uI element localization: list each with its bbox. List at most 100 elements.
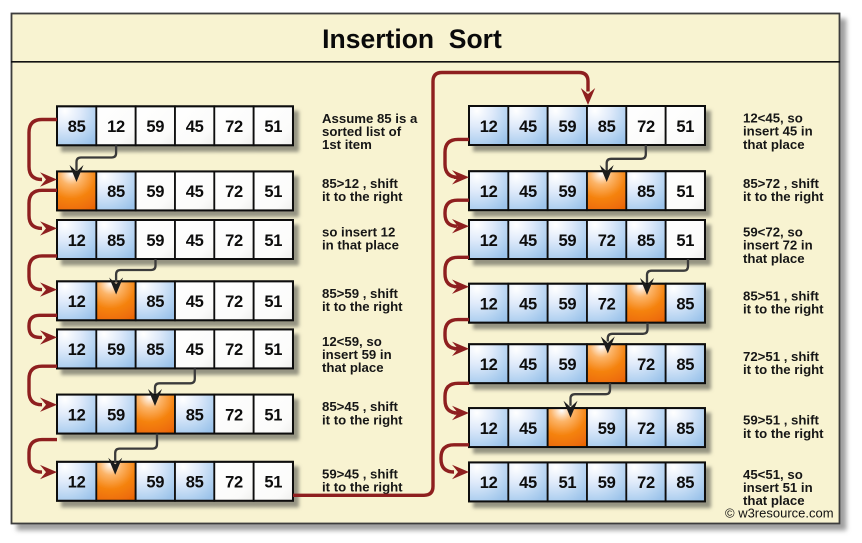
svg-text:51: 51 — [558, 474, 576, 492]
svg-text:insert 59 in: insert 59 in — [322, 347, 392, 362]
svg-text:it to the right: it to the right — [322, 189, 403, 204]
svg-text:85>59 , shift: 85>59 , shift — [322, 286, 398, 301]
svg-text:85: 85 — [68, 118, 86, 136]
svg-text:© w3resource.com: © w3resource.com — [725, 506, 834, 521]
svg-text:45: 45 — [519, 474, 537, 492]
svg-text:51: 51 — [264, 406, 282, 424]
svg-text:72: 72 — [637, 420, 655, 438]
svg-text:it to the right: it to the right — [322, 480, 403, 495]
svg-text:85: 85 — [676, 296, 694, 314]
svg-text:51: 51 — [676, 232, 694, 250]
svg-text:45: 45 — [186, 183, 204, 201]
svg-text:it to the right: it to the right — [743, 189, 824, 204]
svg-text:59: 59 — [598, 474, 616, 492]
svg-text:72: 72 — [225, 293, 243, 311]
svg-text:12: 12 — [480, 118, 498, 136]
svg-text:85>12 , shift: 85>12 , shift — [322, 176, 398, 191]
svg-text:59: 59 — [598, 420, 616, 438]
svg-text:59: 59 — [558, 232, 576, 250]
svg-text:45: 45 — [519, 420, 537, 438]
svg-text:12: 12 — [480, 420, 498, 438]
svg-text:12: 12 — [107, 118, 125, 136]
svg-text:72: 72 — [225, 341, 243, 359]
svg-text:12: 12 — [480, 296, 498, 314]
svg-text:12: 12 — [480, 232, 498, 250]
svg-text:59: 59 — [558, 118, 576, 136]
svg-text:45: 45 — [519, 118, 537, 136]
svg-text:45<51, so: 45<51, so — [743, 467, 803, 482]
svg-text:72: 72 — [225, 183, 243, 201]
svg-text:that place: that place — [743, 493, 805, 508]
svg-text:it to the right: it to the right — [322, 299, 403, 314]
svg-text:12<45, so: 12<45, so — [743, 111, 803, 126]
svg-text:12: 12 — [68, 474, 86, 492]
svg-text:that place: that place — [743, 137, 805, 152]
svg-text:59: 59 — [146, 474, 164, 492]
svg-text:45: 45 — [519, 356, 537, 374]
svg-text:it to the right: it to the right — [322, 412, 403, 427]
svg-text:it to the right: it to the right — [743, 362, 824, 377]
svg-text:it to the right: it to the right — [743, 301, 824, 316]
svg-text:Insertion Sort: Insertion Sort — [322, 24, 502, 54]
svg-text:51: 51 — [264, 232, 282, 250]
svg-text:insert 72 in: insert 72 in — [743, 238, 813, 253]
svg-text:85: 85 — [598, 118, 616, 136]
svg-text:59: 59 — [146, 232, 164, 250]
svg-text:59<72, so: 59<72, so — [743, 225, 803, 240]
svg-text:85: 85 — [637, 232, 655, 250]
svg-text:45: 45 — [519, 296, 537, 314]
svg-text:85: 85 — [146, 293, 164, 311]
svg-text:85: 85 — [107, 183, 125, 201]
svg-text:in that place: in that place — [322, 238, 399, 253]
svg-text:85>51 , shift: 85>51 , shift — [743, 288, 819, 303]
svg-text:85: 85 — [637, 183, 655, 201]
svg-text:sorted list of: sorted list of — [322, 124, 402, 139]
svg-text:85>72 , shift: 85>72 , shift — [743, 176, 819, 191]
svg-text:72: 72 — [225, 406, 243, 424]
svg-text:insert 51 in: insert 51 in — [743, 480, 813, 495]
svg-text:72: 72 — [637, 474, 655, 492]
svg-text:51: 51 — [676, 118, 694, 136]
svg-text:45: 45 — [186, 341, 204, 359]
svg-text:12: 12 — [68, 293, 86, 311]
svg-text:59: 59 — [146, 183, 164, 201]
svg-text:72: 72 — [637, 356, 655, 374]
svg-text:that place: that place — [743, 251, 805, 266]
svg-text:72>51 , shift: 72>51 , shift — [743, 349, 819, 364]
svg-text:12<59, so: 12<59, so — [322, 334, 382, 349]
svg-text:51: 51 — [676, 183, 694, 201]
svg-text:12: 12 — [68, 406, 86, 424]
svg-text:45: 45 — [186, 293, 204, 311]
svg-text:72: 72 — [225, 232, 243, 250]
svg-text:59: 59 — [107, 406, 125, 424]
svg-text:1st item: 1st item — [322, 137, 372, 152]
svg-text:45: 45 — [186, 232, 204, 250]
svg-text:59: 59 — [107, 341, 125, 359]
svg-text:12: 12 — [480, 356, 498, 374]
svg-text:12: 12 — [480, 183, 498, 201]
svg-text:59: 59 — [146, 118, 164, 136]
svg-text:85: 85 — [676, 420, 694, 438]
svg-text:45: 45 — [519, 183, 537, 201]
svg-text:85: 85 — [107, 232, 125, 250]
svg-text:45: 45 — [519, 232, 537, 250]
svg-text:12: 12 — [68, 341, 86, 359]
svg-text:72: 72 — [225, 474, 243, 492]
svg-text:59: 59 — [558, 183, 576, 201]
svg-text:72: 72 — [598, 232, 616, 250]
svg-text:12: 12 — [480, 474, 498, 492]
svg-text:85: 85 — [186, 474, 204, 492]
svg-text:85: 85 — [676, 474, 694, 492]
svg-text:59>45 , shift: 59>45 , shift — [322, 466, 398, 481]
svg-text:insert 45 in: insert 45 in — [743, 124, 813, 139]
svg-text:59>51 , shift: 59>51 , shift — [743, 413, 819, 428]
svg-text:that place: that place — [322, 360, 384, 375]
svg-text:51: 51 — [264, 474, 282, 492]
svg-text:72: 72 — [598, 296, 616, 314]
svg-text:so insert 12: so insert 12 — [322, 225, 395, 240]
svg-text:51: 51 — [264, 118, 282, 136]
svg-text:45: 45 — [186, 118, 204, 136]
svg-text:85: 85 — [146, 341, 164, 359]
svg-text:51: 51 — [264, 183, 282, 201]
svg-text:85: 85 — [186, 406, 204, 424]
